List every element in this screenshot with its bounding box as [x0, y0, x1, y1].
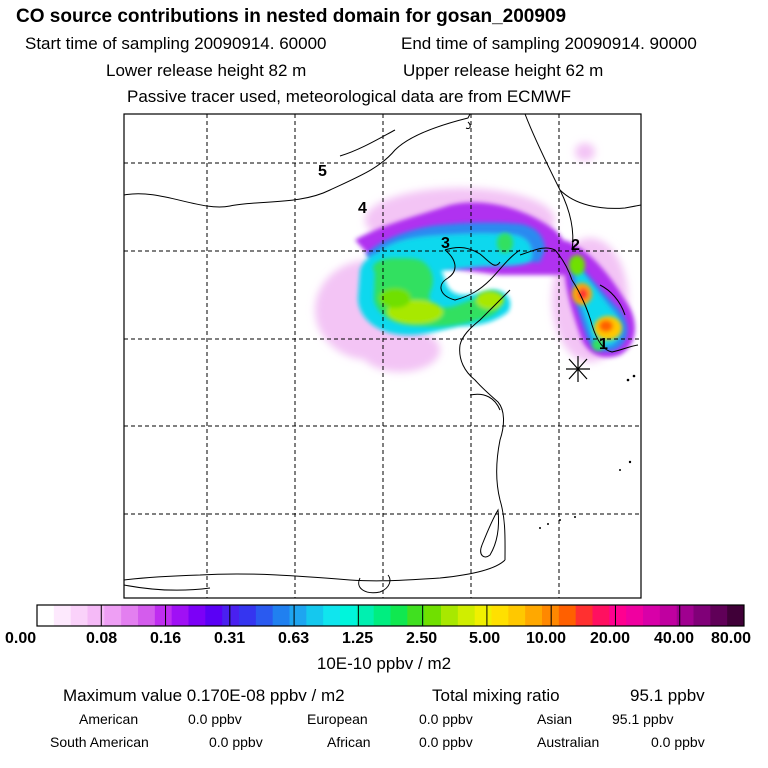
point-label-2: 2	[571, 237, 580, 254]
total-mixing-value: 95.1 ppbv	[630, 686, 705, 705]
colorbar-tick: 2.50	[406, 630, 438, 647]
colorbar-swatch	[255, 605, 274, 626]
region-value: 0.0 ppbv	[651, 734, 705, 750]
colorbar-swatch	[659, 605, 678, 626]
lat-lon-grid	[124, 114, 641, 598]
colorbar-tick: 1.25	[342, 630, 374, 647]
region-name: Asian	[537, 711, 573, 727]
colorbar-swatch	[457, 605, 476, 626]
colorbar-swatch	[37, 605, 55, 626]
colorbar-swatch	[289, 605, 307, 626]
colorbar-swatch	[710, 605, 728, 626]
colorbar-tick: 40.00	[654, 630, 695, 647]
colorbar-swatch	[542, 605, 560, 626]
colorbar-swatch	[626, 605, 644, 626]
colorbar-tick: 80.00	[711, 630, 752, 647]
colorbar-swatch	[171, 605, 189, 626]
colorbar-swatch	[424, 605, 442, 626]
receptor-marker	[566, 356, 590, 382]
colorbar-swatch	[323, 605, 341, 626]
colorbar-swatch	[188, 605, 206, 626]
colorbar-tick: 0.08	[86, 630, 118, 647]
colorbar-swatch	[87, 605, 105, 626]
colorbar-swatch	[154, 605, 173, 626]
tracer-note: Passive tracer used, meteorological data…	[127, 87, 572, 106]
colorbar-swatch	[441, 605, 459, 626]
colorbar-swatch	[558, 605, 577, 626]
islands	[539, 374, 636, 529]
region-name: Australian	[537, 734, 600, 750]
colorbar-swatch	[104, 605, 122, 626]
colorbar-swatch	[138, 605, 156, 626]
colorbar-tick: 5.00	[469, 630, 501, 647]
region-value: 0.0 ppbv	[209, 734, 263, 750]
region-value: 0.0 ppbv	[419, 734, 473, 750]
colorbar-swatch	[306, 605, 324, 626]
end-time: End time of sampling 20090914. 90000	[401, 34, 697, 53]
colorbar-swatch	[592, 605, 610, 626]
region-name: South American	[50, 734, 149, 750]
colorbar-swatch	[356, 605, 375, 626]
colorbar	[36, 604, 745, 627]
colorbar-swatch	[693, 605, 711, 626]
colorbar-swatch	[508, 605, 526, 626]
map-title: CO source contributions in nested domain…	[16, 6, 567, 27]
upper-release-height: Upper release height 62 m	[403, 61, 604, 80]
colorbar-swatch	[676, 605, 694, 626]
point-label-1: 1	[599, 336, 608, 353]
plume-field	[315, 143, 636, 372]
colorbar-tick: 0.63	[278, 630, 310, 647]
coastlines	[124, 114, 641, 594]
colorbar-swatch	[373, 605, 391, 626]
region-value: 0.0 ppbv	[188, 711, 242, 727]
start-time: Start time of sampling 20090914. 60000	[25, 34, 327, 53]
region-value: 0.0 ppbv	[419, 711, 473, 727]
lower-release-height: Lower release height 82 m	[106, 61, 307, 80]
colorbar-tick: 10.00	[526, 630, 567, 647]
point-label-4: 4	[358, 200, 367, 217]
colorbar-swatch	[609, 605, 627, 626]
colorbar-swatch	[390, 605, 408, 626]
colorbar-swatch	[525, 605, 543, 626]
maximum-value: Maximum value 0.170E-08 ppbv / m2	[63, 686, 345, 705]
colorbar-swatch	[205, 605, 223, 626]
colorbar-swatch	[239, 605, 257, 626]
colorbar-swatch	[491, 605, 509, 626]
colorbar-tick: 0.31	[214, 630, 246, 647]
colorbar-frame	[36, 604, 745, 627]
total-mixing-label: Total mixing ratio	[432, 686, 560, 705]
colorbar-swatch	[575, 605, 593, 626]
colorbar-units: 10E-10 ppbv / m2	[316, 654, 452, 673]
colorbar-swatch	[643, 605, 661, 626]
colorbar-tick: 0.16	[150, 630, 182, 647]
map-frame	[123, 113, 642, 599]
point-label-5: 5	[318, 163, 327, 180]
colorbar-swatch	[222, 605, 240, 626]
colorbar-swatch	[340, 605, 358, 626]
point-label-3: 3	[441, 235, 450, 252]
region-name: American	[79, 711, 139, 727]
region-value: 95.1 ppbv	[612, 711, 674, 727]
colorbar-tick: 20.00	[590, 630, 631, 647]
region-name: European	[307, 711, 368, 727]
colorbar-swatch	[407, 605, 425, 626]
colorbar-tick: 0.00	[5, 630, 37, 647]
colorbar-swatch	[53, 605, 72, 626]
colorbar-swatch	[474, 605, 492, 626]
colorbar-swatch	[121, 605, 139, 626]
colorbar-swatch	[272, 605, 290, 626]
region-name: African	[327, 734, 371, 750]
colorbar-swatch	[727, 605, 745, 626]
colorbar-swatch	[70, 605, 88, 626]
